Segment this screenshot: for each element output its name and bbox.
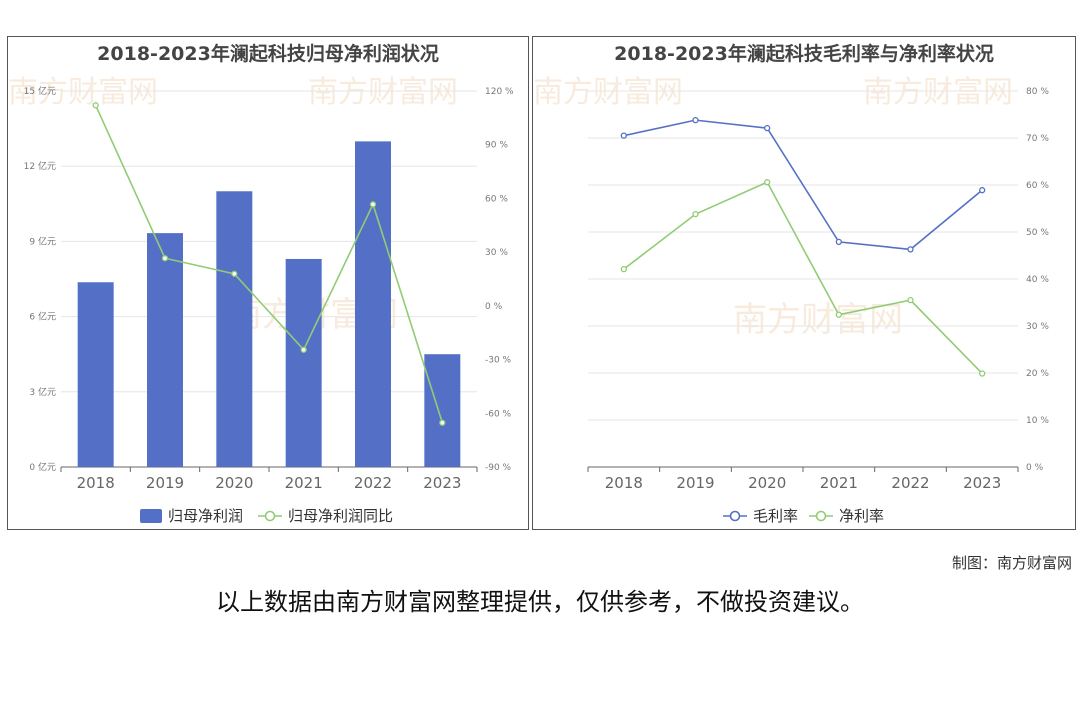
- series-line-yoy: [94, 104, 444, 424]
- disclaimer-text: 以上数据由南方财富网整理提供，仅供参考，不做投资建议。: [216, 588, 864, 616]
- bar-net-profit: [216, 191, 253, 467]
- y-right-tick-label: 30 %: [1026, 322, 1049, 332]
- point-gross-margin: [907, 246, 914, 253]
- x-tick-label: 2019: [146, 474, 184, 492]
- point-gross-margin: [620, 132, 627, 139]
- chart-title: 2018-2023年澜起科技毛利率与净利率状况: [614, 43, 994, 65]
- y-right-tick-label: 0 %: [485, 302, 503, 312]
- y-right-tick-label: 40 %: [1026, 275, 1049, 285]
- point-net-margin: [764, 179, 771, 186]
- margin-chart: 0 % 10 % 20 % 30 % 40 % 50 % 60 % 70 % 80 % 2018 2…: [587, 87, 1049, 525]
- legend-label: 毛利率: [753, 507, 798, 525]
- legend-label: 净利率: [839, 507, 884, 525]
- right-chart-panel: 南方财富网 南方财富网 南方财富网 2018-2023年澜起科技毛利率与净利率状…: [532, 36, 1076, 530]
- legend-swatch-marker: [729, 510, 741, 522]
- x-tick-label: 2022: [354, 474, 392, 492]
- legend-swatch-bar: [140, 509, 162, 523]
- point-yoy: [161, 255, 169, 262]
- point-gross-margin: [835, 238, 842, 246]
- y-right-tick-label: 0 %: [1026, 463, 1044, 473]
- legend-label: 归母净利润: [168, 507, 243, 525]
- point-net-margin: [835, 311, 842, 318]
- x-tick-label: 2020: [215, 474, 253, 492]
- point-net-margin: [979, 370, 986, 377]
- y-right-tick-label: -90 %: [485, 463, 512, 473]
- chart-title: 2018-2023年澜起科技归母净利润状况: [97, 43, 439, 65]
- y-left-tick-label: 3 亿元: [29, 386, 56, 398]
- y-left-tick-label: 12 亿元: [24, 160, 56, 172]
- bar-net-profit: [77, 282, 114, 467]
- y-right-tick-label: 30 %: [485, 248, 508, 258]
- y-right-tick-label: 20 %: [1026, 369, 1049, 379]
- y-left-tick-label: 6 亿元: [29, 311, 56, 323]
- legend-swatch-marker: [264, 510, 276, 522]
- x-tick-label: 2021: [285, 474, 323, 492]
- x-tick-label: 2022: [891, 474, 929, 492]
- point-yoy: [92, 102, 99, 109]
- point-yoy: [439, 419, 446, 426]
- y-right-tick-label: 60 %: [485, 194, 508, 204]
- x-tick-label: 2023: [423, 474, 461, 492]
- y-right-tick-label: 60 %: [1026, 181, 1049, 191]
- x-tick-label: 2018: [605, 474, 643, 492]
- y-left-tick-label: 15 亿元: [24, 85, 56, 97]
- y-right-tick-label: 90 %: [485, 141, 508, 151]
- series-line-gross-margin: [623, 119, 983, 251]
- legend-swatch-marker: [815, 510, 827, 522]
- point-yoy: [231, 270, 238, 277]
- x-tick-label: 2019: [676, 474, 714, 492]
- point-gross-margin: [692, 116, 699, 124]
- profit-chart: 0 亿元 3 亿元 6 亿元 9 亿元 12 亿元 15 亿元 -90 % -60 % -30 …: [24, 85, 514, 525]
- bar-net-profit: [355, 141, 391, 467]
- chart-credit: 制图：南方财富网: [951, 554, 1072, 572]
- point-gross-margin: [979, 187, 986, 194]
- y-right-tick-label: -60 %: [485, 409, 512, 419]
- y-right-tick-label: 70 %: [1026, 134, 1049, 144]
- point-net-margin: [907, 296, 914, 304]
- bar-net-profit: [147, 233, 183, 467]
- bar-net-profit: [285, 258, 322, 467]
- bar-net-profit: [424, 354, 461, 467]
- point-yoy: [369, 201, 377, 208]
- x-tick-label: 2018: [77, 474, 115, 492]
- y-left-tick-label: 9 亿元: [29, 235, 56, 247]
- x-tick-label: 2023: [963, 474, 1001, 492]
- y-right-tick-label: -30 %: [485, 356, 512, 366]
- y-right-tick-label: 120 %: [485, 87, 514, 97]
- y-right-tick-label: 10 %: [1026, 416, 1049, 426]
- y-right-tick-label: 80 %: [1026, 87, 1049, 97]
- left-chart-panel: 南方财富网 南方财富网 南方财富网 2018-2023年澜起科技归母净利润状况 …: [7, 36, 529, 530]
- x-tick-label: 2020: [748, 474, 786, 492]
- x-tick-label: 2021: [820, 474, 858, 492]
- point-net-margin: [692, 210, 699, 218]
- legend-label: 归母净利润同比: [288, 507, 393, 525]
- y-left-tick-label: 0 亿元: [29, 461, 56, 473]
- point-yoy: [300, 346, 307, 353]
- point-gross-margin: [764, 124, 771, 132]
- point-net-margin: [620, 265, 627, 273]
- series-line-net-margin: [623, 181, 983, 375]
- y-right-tick-label: 50 %: [1026, 228, 1049, 238]
